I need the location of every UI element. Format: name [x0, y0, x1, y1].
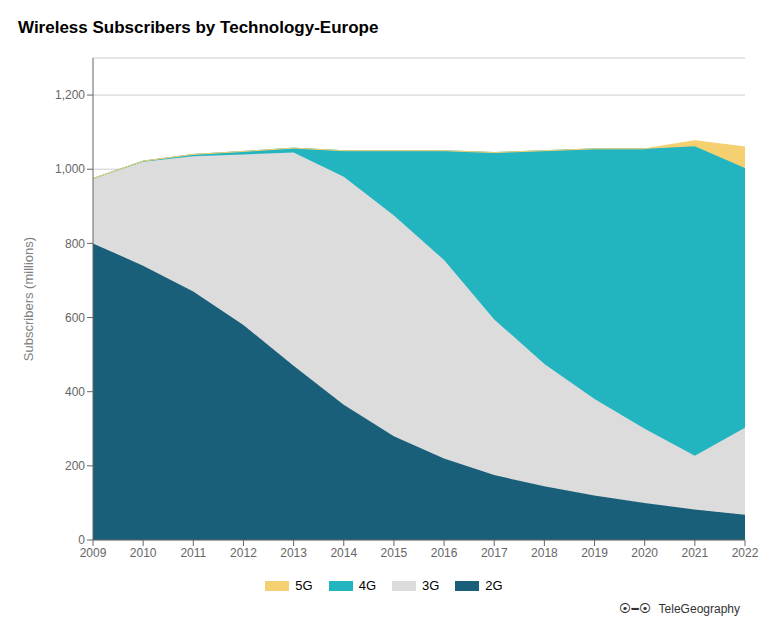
svg-text:1,000: 1,000 — [55, 162, 85, 176]
svg-text:2015: 2015 — [381, 546, 408, 560]
svg-text:400: 400 — [65, 385, 85, 399]
html-text:2G: 2G — [485, 578, 503, 593]
svg-text:800: 800 — [65, 237, 85, 251]
html-text:Wireless Subscribers by Techno: Wireless Subscribers by Technology-Europ… — [18, 18, 379, 37]
svg-text:1,200: 1,200 — [55, 88, 85, 102]
html-text:5G: 5G — [295, 578, 313, 593]
svg-text:2010: 2010 — [130, 546, 157, 560]
svg-text:200: 200 — [65, 459, 85, 473]
svg-text:0: 0 — [78, 533, 85, 547]
svg-text:2009: 2009 — [80, 546, 107, 560]
svg-text:2017: 2017 — [481, 546, 508, 560]
svg-text:600: 600 — [65, 311, 85, 325]
svg-text:Subscribers (millions): Subscribers (millions) — [21, 237, 36, 361]
svg-text:2016: 2016 — [431, 546, 458, 560]
svg-text:2013: 2013 — [280, 546, 307, 560]
html-text:TeleGeography: TeleGeography — [658, 602, 740, 616]
svg-text:2014: 2014 — [330, 546, 357, 560]
svg-text:2022: 2022 — [732, 546, 759, 560]
svg-text:2018: 2018 — [531, 546, 558, 560]
svg-text:2011: 2011 — [180, 546, 206, 560]
svg-text:2012: 2012 — [230, 546, 257, 560]
svg-text:2019: 2019 — [581, 546, 608, 560]
svg-text:2021: 2021 — [681, 546, 708, 560]
svg-text:2020: 2020 — [631, 546, 658, 560]
html-text:3G: 3G — [422, 578, 440, 593]
html-text:4G: 4G — [358, 578, 376, 593]
